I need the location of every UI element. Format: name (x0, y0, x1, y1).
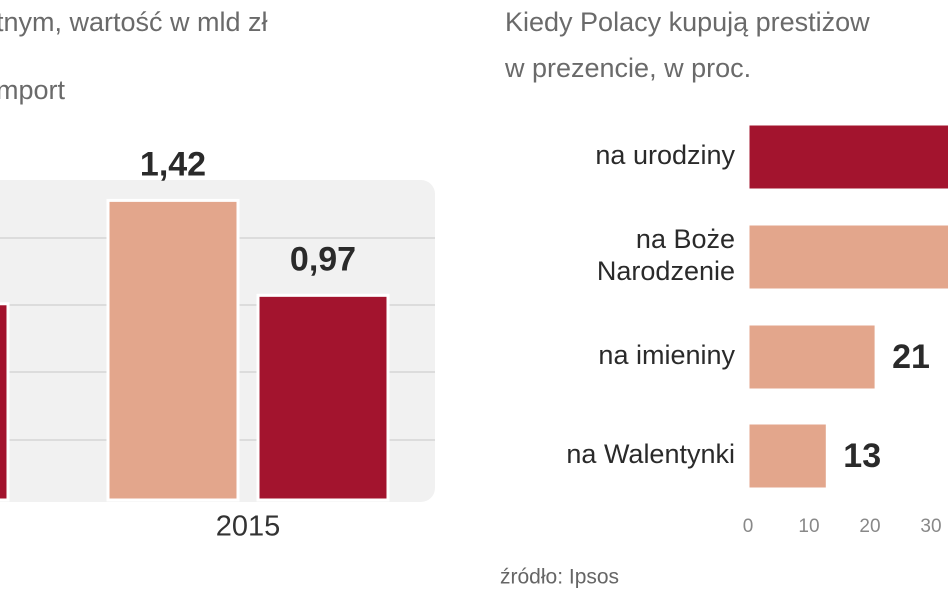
bar (106, 198, 240, 502)
value-label: 1,42 (140, 145, 206, 183)
x-tick-label: 30 (920, 516, 941, 537)
x-tick-label: 10 (798, 516, 819, 537)
source: źródło: Ipsos (500, 566, 619, 589)
chart-title: tnym, wartość w mld zł (0, 7, 268, 37)
x-tick-label: 20 (859, 516, 880, 537)
bar (256, 293, 390, 502)
chart-title: Kiedy Polacy kupują prestiżow (505, 7, 870, 37)
bar (746, 322, 878, 392)
bar (0, 302, 10, 502)
value-label: 21 (892, 338, 930, 376)
chart-subtitle: w prezencie, w proc. (504, 53, 751, 83)
bar (746, 421, 829, 491)
bar (746, 122, 948, 192)
value-label: 0,97 (290, 240, 356, 278)
x-tick-label: 0 (743, 516, 754, 537)
y-tick-label: na urodziny (595, 140, 735, 170)
value-label: 13 (843, 437, 881, 475)
y-tick-label: na imieniny (598, 340, 735, 370)
y-tick-label: na Walentynki (566, 439, 735, 469)
bar (746, 222, 948, 292)
x-tick-label: 2015 (216, 511, 281, 543)
y-tick-label: na Boże Narodzenie (597, 224, 735, 286)
legend-label: mport (0, 75, 66, 105)
